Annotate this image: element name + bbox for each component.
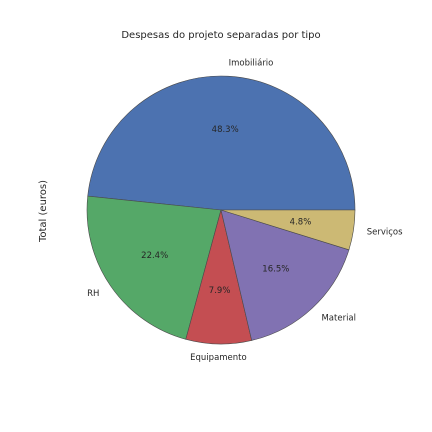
pie-labels: Imobiliário 48.3% RH 22.4% Equipamento 7.9% Ma… (87, 58, 403, 363)
y-axis-label: Total (euros) (38, 180, 49, 243)
pie-wedges (86, 75, 356, 345)
slice-label-rh: RH (87, 289, 99, 299)
slice-label-material: Material (321, 313, 356, 323)
slice-label-equipamento: Equipamento (190, 353, 247, 363)
pie-slice-servicos (220, 209, 356, 251)
pie-slice-rh (86, 195, 222, 340)
slice-label-imobiliario: Imobiliário (229, 58, 274, 68)
pct-label-rh: 22.4% (141, 251, 168, 261)
pie-slice-imobiliario (87, 75, 356, 211)
pct-label-imobiliario: 48.3% (212, 125, 239, 135)
pct-label-material: 16.5% (262, 264, 289, 274)
pct-label-servicos: 4.8% (290, 218, 312, 228)
chart-title: Despesas do projeto separadas por tipo (121, 30, 320, 41)
pie-slice-material (220, 209, 350, 341)
slice-label-servicos: Serviços (367, 228, 403, 238)
pct-label-equipamento: 7.9% (209, 286, 231, 296)
